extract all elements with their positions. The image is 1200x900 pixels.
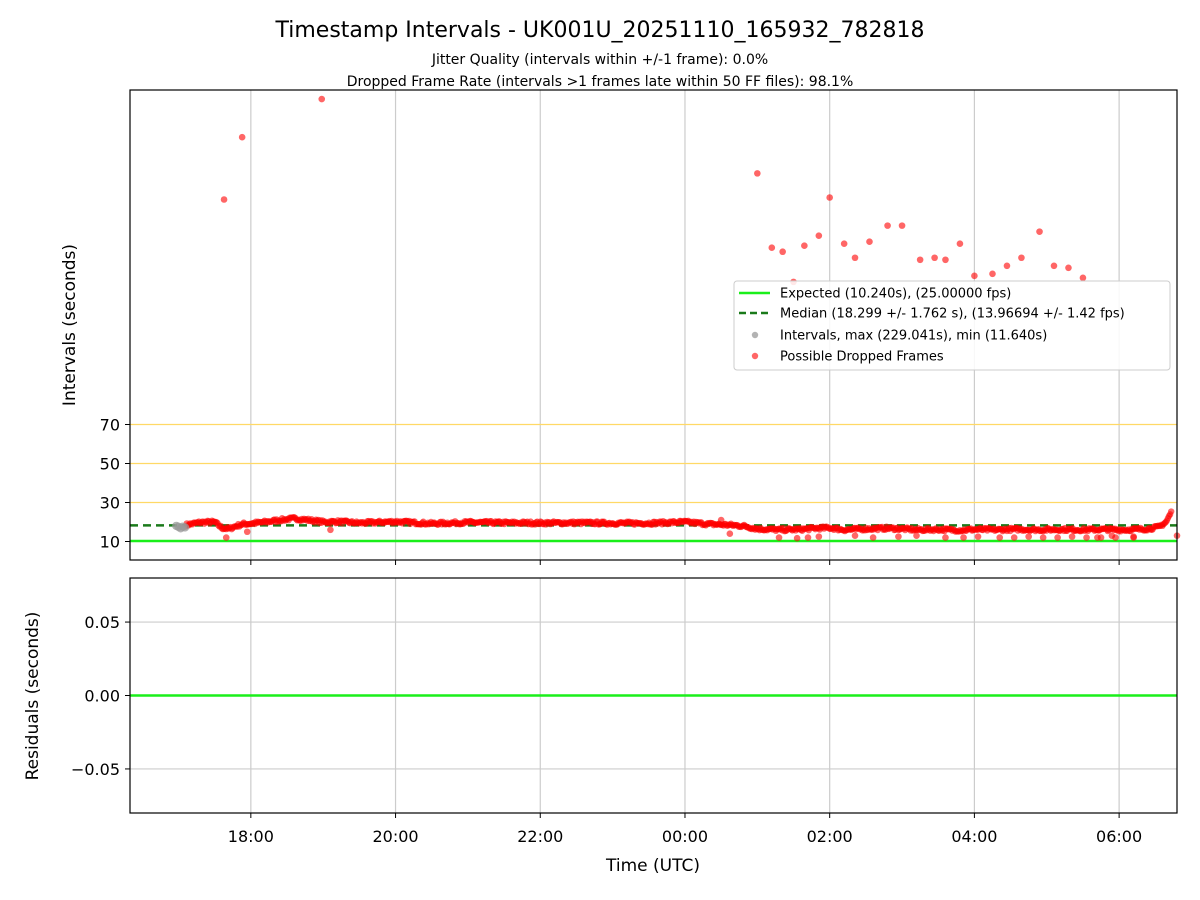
top-y-tick-label: 70 [100, 416, 120, 435]
top-plot-frame [129, 89, 1178, 561]
bottom-plot-panel: 0.05 0.00 −0.05 18:00 20:00 22:00 00:00 02:00 0… [23, 577, 1178, 876]
legend-dropped-swatch [751, 352, 759, 360]
legend-intervals-swatch [751, 331, 759, 339]
dropped-outlier-point [726, 530, 734, 537]
dropped-outlier-point [916, 256, 924, 264]
chart-subtitle-dropped: Dropped Frame Rate (intervals >1 frames … [347, 74, 854, 90]
dropped-outlier-point [840, 240, 848, 247]
bottom-y-tick-label: −0.05 [71, 760, 120, 779]
dropped-outlier-point [942, 256, 949, 264]
x-axis-label: Time (UTC) [605, 856, 700, 876]
legend-median-label: Median (18.299 +/- 1.762 s), (13.96694 +… [780, 307, 1125, 322]
top-y-ticks: 10 30 50 70 [100, 416, 130, 552]
x-tick-label: 20:00 [372, 827, 418, 846]
dropped-outlier-point [869, 534, 877, 541]
dropped-outlier-point [717, 516, 725, 524]
dropped-outlier-point [851, 532, 859, 539]
top-x-ticks [250, 560, 1120, 565]
top-plot-panel: 10 30 50 70 Intervals (seconds) Expected (1… [60, 89, 1181, 565]
dropped-trend-series [182, 508, 1175, 535]
dropped-outlier-point [220, 196, 228, 203]
top-y-tick-label: 30 [100, 494, 120, 513]
legend-expected-label: Expected (10.240s), (25.00000 fps) [780, 287, 1011, 302]
dropped-outlier-point [1097, 534, 1105, 541]
legend-intervals-label: Intervals, max (229.041s), min (11.640s) [780, 329, 1047, 344]
dropped-outlier-point [1130, 534, 1137, 541]
interval-point [180, 523, 190, 532]
chart-subtitle-jitter: Jitter Quality (intervals within +/-1 fr… [431, 52, 768, 68]
x-tick-label: 04:00 [951, 827, 997, 846]
dropped-outlier-point [996, 534, 1004, 541]
x-tick-label: 18:00 [228, 827, 274, 846]
chart-title: Timestamp Intervals - UK001U_20251110_16… [275, 18, 925, 43]
x-tick-label: 02:00 [807, 827, 853, 846]
dropped-outlier-point [318, 95, 326, 103]
dropped-outlier-point [971, 272, 978, 280]
dropped-outlier-point [238, 133, 246, 141]
legend: Expected (10.240s), (25.00000 fps) Media… [733, 280, 1171, 371]
dropped-outlier-point [866, 238, 873, 245]
dropped-outlier-point [1039, 534, 1047, 541]
dropped-outlier-point [243, 528, 251, 536]
legend-box [733, 280, 1171, 371]
dropped-outlier-point [754, 170, 761, 177]
dropped-outlier-point [1025, 533, 1032, 540]
dropped-outlier-point [931, 254, 938, 262]
dropped-outlier-point [851, 254, 859, 262]
dropped-outlier-point [974, 533, 982, 540]
dropped-outlier-point [884, 222, 891, 229]
dropped-outlier-point [1054, 534, 1061, 541]
dropped-outlier-point [775, 534, 783, 541]
dropped-outlier-point [793, 534, 801, 542]
dropped-trend-point [1168, 508, 1175, 515]
top-y-axis-label: Intervals (seconds) [60, 244, 80, 406]
dropped-outlier-point [1065, 264, 1072, 272]
dropped-outlier-point [804, 534, 812, 541]
bottom-y-axis-label: Residuals (seconds) [23, 612, 43, 781]
bottom-y-tick-label: 0.00 [84, 687, 120, 706]
dropped-outlier-point [1050, 262, 1058, 270]
dropped-outlier-point [960, 534, 967, 541]
dropped-outlier-point [898, 222, 906, 229]
dropped-outlier-point [1083, 534, 1090, 541]
dropped-outlier-point [815, 533, 823, 540]
dropped-outlier-point [222, 534, 230, 541]
top-y-tick-label: 50 [100, 455, 120, 474]
dropped-outlier-point [1018, 254, 1025, 262]
interval-points-series [172, 521, 190, 533]
dropped-outlier-point [327, 526, 334, 534]
dropped-outlier-point [1036, 228, 1043, 235]
dropped-outlier-point [1079, 274, 1087, 282]
dropped-outlier-point [815, 232, 823, 239]
x-tick-label: 00:00 [662, 827, 708, 846]
dropped-outlier-point [989, 270, 996, 278]
dropped-outlier-series [220, 95, 1181, 542]
dropped-outlier-point [801, 242, 808, 250]
dropped-outlier-point [913, 532, 920, 539]
dropped-outlier-point [826, 194, 833, 201]
x-tick-label: 22:00 [517, 827, 563, 846]
top-threshold-lines [130, 423, 1177, 504]
dropped-outlier-point [1003, 262, 1011, 270]
top-y-tick-label: 10 [100, 533, 120, 552]
dropped-outlier-point [1068, 533, 1076, 540]
legend-dropped-label: Possible Dropped Frames [780, 350, 944, 365]
dropped-outlier-point [779, 248, 786, 256]
dropped-outlier-point [1010, 534, 1018, 541]
bottom-y-ticks: 0.05 0.00 −0.05 [71, 613, 130, 779]
dropped-outlier-point [1112, 534, 1119, 541]
dropped-outlier-point [895, 533, 902, 540]
dropped-outlier-point [942, 534, 949, 541]
dropped-outlier-point [956, 240, 964, 247]
dropped-outlier-point [768, 244, 776, 252]
bottom-x-ticks: 18:00 20:00 22:00 00:00 02:00 04:00 06:00 [228, 813, 1142, 846]
x-tick-label: 06:00 [1096, 827, 1142, 846]
bottom-y-tick-label: 0.05 [84, 613, 120, 632]
